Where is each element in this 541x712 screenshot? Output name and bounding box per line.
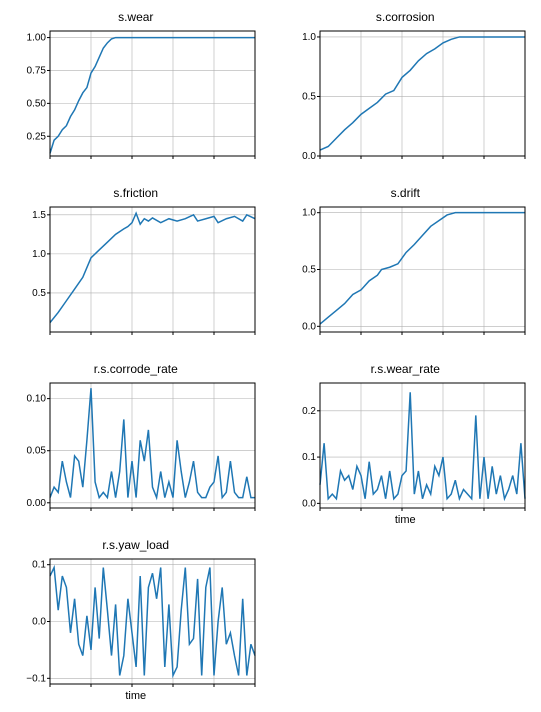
ytick-label: 0.5 (302, 91, 316, 102)
chart-title: r.s.corrode_rate (10, 362, 262, 376)
chart-panel: s.corrosion 0.0 0.5 1.0 (280, 10, 532, 174)
ytick-label: 0.25 (27, 131, 47, 142)
chart-title: r.s.wear_rate (280, 362, 532, 376)
chart-title: s.corrosion (280, 10, 532, 24)
data-line (50, 388, 255, 497)
chart-title: s.friction (10, 186, 262, 200)
ytick-label: 0.1 (302, 452, 316, 463)
ytick-label: 0.0 (32, 617, 46, 628)
chart-panel: s.friction 0.5 1.0 1.5 (10, 186, 262, 350)
ytick-label: 0.2 (302, 406, 316, 417)
ytick-label: 1.0 (302, 208, 316, 219)
ytick-label: 0.5 (32, 288, 46, 299)
ytick-label: 0.75 (27, 65, 47, 76)
chart-panel: r.s.corrode_rate 0.00 0.05 0.10 (10, 362, 262, 526)
chart-plot: 0.0 0.5 1.0 (280, 26, 530, 174)
ytick-label: 0.50 (27, 98, 47, 109)
ytick-label: 0.5 (302, 265, 316, 276)
data-line (320, 213, 525, 324)
chart-panel: r.s.wear_rate0.00.10.2020406080100time (280, 362, 532, 526)
ytick-label: 0.0 (302, 321, 316, 332)
chart-plot: 0.00 0.05 0.10 (10, 378, 260, 526)
chart-panel: r.s.yaw_load−0.10.00.1020406080100time (10, 538, 262, 702)
ytick-label: 0.1 (32, 560, 46, 571)
ytick-label: 0.0 (302, 151, 316, 162)
chart-plot: 0.0 0.5 1.0 (280, 202, 530, 350)
x-axis-label: time (280, 514, 532, 526)
chart-title: s.drift (280, 186, 532, 200)
chart-grid: s.wear 0.25 0.50 0.75 1.00 s.corrosion 0.0 0.5 1… (10, 10, 531, 702)
chart-plot: 0.25 0.50 0.75 1.00 (10, 26, 260, 174)
ytick-label: 0.10 (27, 394, 47, 405)
ytick-label: 0.00 (27, 498, 47, 509)
ytick-label: −0.1 (26, 673, 46, 684)
chart-panel: s.wear 0.25 0.50 0.75 1.00 (10, 10, 262, 174)
ytick-label: 1.0 (32, 249, 46, 260)
data-line (320, 37, 525, 150)
chart-plot: 0.00.10.2020406080100 (280, 378, 530, 512)
ytick-label: 1.0 (302, 32, 316, 43)
ytick-label: 1.00 (27, 33, 47, 44)
chart-plot: −0.10.00.1020406080100 (10, 554, 260, 688)
data-line (320, 392, 525, 498)
chart-panel: s.drift 0.0 0.5 1.0 (280, 186, 532, 350)
ytick-label: 1.5 (32, 210, 46, 221)
data-line (50, 213, 255, 322)
chart-plot: 0.5 1.0 1.5 (10, 202, 260, 350)
x-axis-label: time (10, 690, 262, 702)
ytick-label: 0.0 (302, 498, 316, 509)
ytick-label: 0.05 (27, 446, 47, 457)
chart-title: r.s.yaw_load (10, 538, 262, 552)
chart-title: s.wear (10, 10, 262, 24)
